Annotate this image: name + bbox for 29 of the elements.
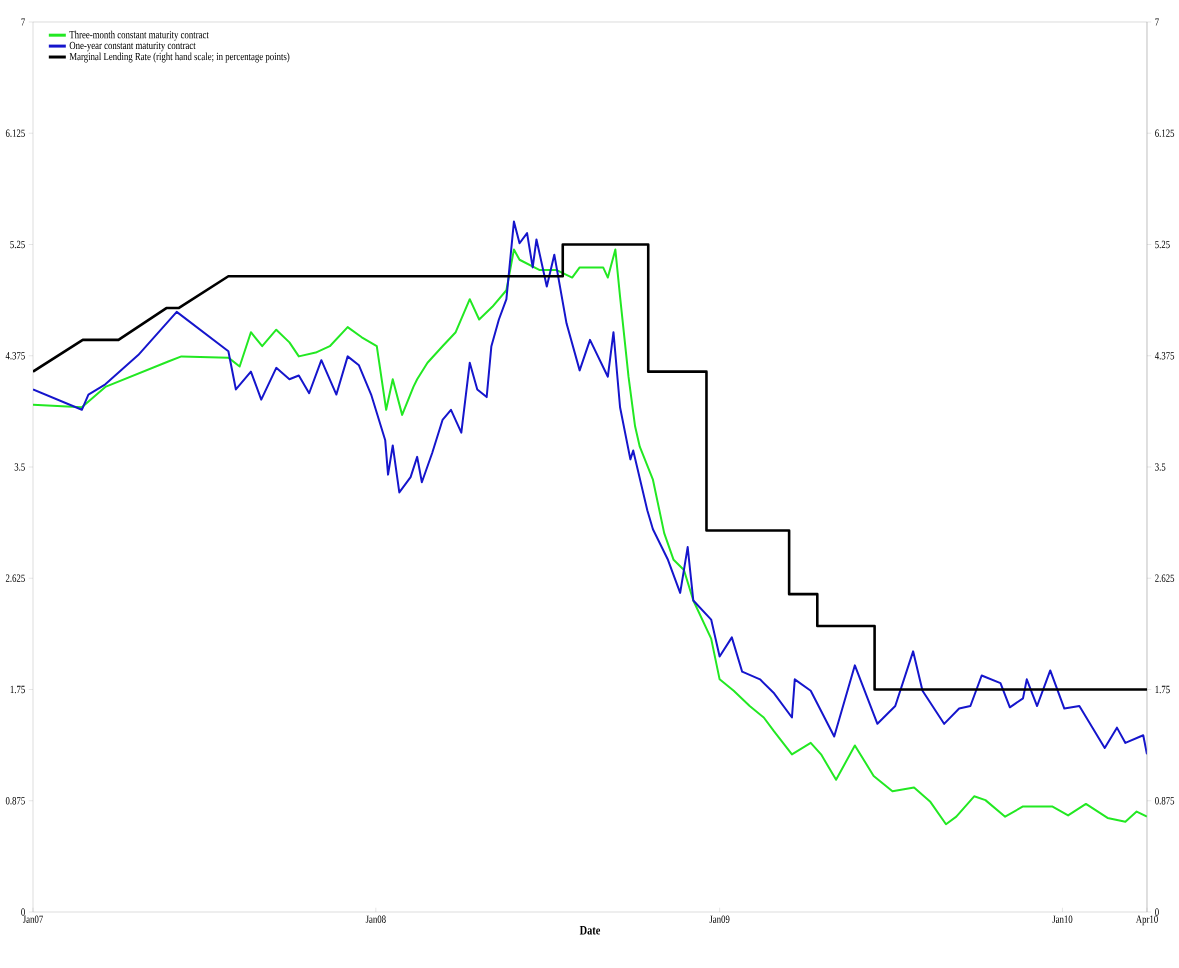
y-tick-label: 7 xyxy=(21,18,25,26)
y-tick-label: 6.125 xyxy=(5,129,25,137)
y2-tick-label: 2.625 xyxy=(1155,574,1175,582)
y2-tick-label: 5.25 xyxy=(1155,240,1170,249)
x-tick-label: Apr10 xyxy=(1135,915,1158,926)
y2-tick-label: 6.125 xyxy=(1155,129,1175,137)
y2-tick-label: 0 xyxy=(1155,908,1159,916)
line-series xyxy=(33,243,1147,691)
legend-label: One-year constant maturity contract xyxy=(69,41,196,52)
y2-tick-label: 7 xyxy=(1155,18,1159,26)
y2-tick-label: 0.875 xyxy=(1155,797,1175,805)
x-tick-label: Jan10 xyxy=(1052,915,1073,923)
y-tick-label: 4.375 xyxy=(5,352,25,360)
x-tick-label: Jan07 xyxy=(22,915,43,923)
legend-label: Three-month constant maturity contract xyxy=(69,30,209,41)
y-tick-label: 1.75 xyxy=(10,685,25,694)
y2-tick-label: 4.375 xyxy=(1154,352,1175,360)
y-tick-label: 3.5 xyxy=(14,463,25,471)
x-tick-label: Jan09 xyxy=(709,915,730,923)
x-axis-title: Date xyxy=(579,926,601,935)
legend-label: Marginal Lending Rate (right hand scale; in percentage points) xyxy=(69,52,290,63)
y-tick-label: 0 xyxy=(21,908,25,916)
y-tick-label: 5.25 xyxy=(10,240,25,249)
y2-tick-label: 1.75 xyxy=(1155,685,1170,694)
line-series xyxy=(33,248,1147,826)
y-tick-label: 0.875 xyxy=(5,797,25,805)
x-tick-label: Jan08 xyxy=(365,915,386,923)
y2-tick-label: 3.5 xyxy=(1155,463,1166,471)
y-tick-label: 2.625 xyxy=(5,574,25,582)
